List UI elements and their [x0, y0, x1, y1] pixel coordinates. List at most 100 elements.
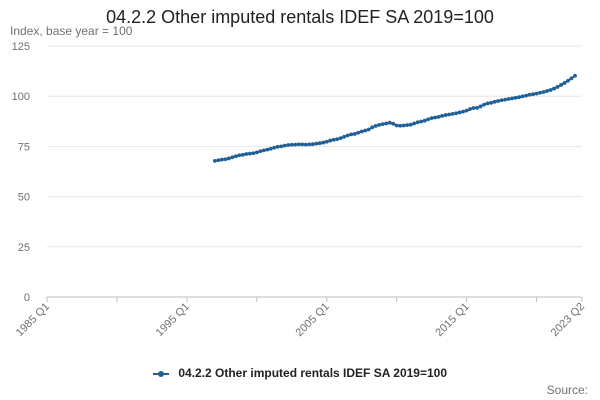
data-point [471, 106, 476, 110]
data-point [559, 83, 563, 87]
legend-swatch [152, 370, 169, 377]
x-tick-label: 2015 Q1 [433, 301, 471, 339]
data-point [503, 97, 507, 102]
data-point [401, 123, 406, 128]
data-point [464, 108, 469, 113]
data-point [310, 142, 315, 147]
data-point [349, 132, 354, 137]
data-point [573, 73, 577, 78]
data-point [555, 85, 560, 89]
data-point [527, 92, 532, 97]
data-point [489, 100, 493, 105]
data-point [230, 155, 235, 160]
data-point [412, 121, 417, 126]
data-point [275, 144, 280, 149]
data-point [289, 142, 294, 147]
data-point [468, 107, 472, 111]
data-point [492, 99, 497, 104]
data-point [475, 105, 479, 110]
data-point [328, 138, 333, 143]
x-tick-label: 2005 Q1 [294, 301, 332, 339]
data-point [408, 122, 413, 127]
data-point [366, 127, 371, 132]
data-point [394, 123, 399, 128]
data-point [447, 112, 452, 117]
data-point [335, 137, 340, 142]
data-point [272, 145, 277, 150]
data-point [524, 93, 528, 98]
data-point [331, 137, 336, 142]
data-point [482, 102, 486, 107]
data-point [233, 154, 238, 159]
data-point [398, 123, 403, 128]
data-point [541, 90, 546, 94]
data-point [226, 156, 231, 161]
data-point [293, 142, 298, 147]
data-point [216, 158, 221, 163]
data-point [538, 90, 542, 95]
data-point [258, 149, 263, 154]
data-point [296, 142, 301, 147]
data-point [436, 114, 441, 119]
data-point [457, 110, 462, 115]
data-point [324, 139, 329, 144]
data-point [520, 94, 525, 99]
y-tick-label: 0 [24, 292, 30, 304]
y-axis-label: Index, base year = 100 [10, 24, 133, 38]
data-point [265, 147, 270, 152]
data-point [461, 109, 466, 114]
legend: 04.2.2 Other imputed rentals IDEF SA 201… [0, 366, 600, 380]
data-point [237, 153, 242, 158]
data-point [321, 140, 326, 145]
data-point [223, 157, 228, 162]
data-point [282, 143, 287, 148]
data-point [517, 95, 521, 100]
data-point [531, 92, 535, 97]
data-point [454, 111, 459, 116]
data-point [240, 152, 245, 157]
data-point [440, 113, 445, 118]
data-point [566, 78, 570, 83]
y-tick-label: 25 [18, 242, 30, 254]
data-point [307, 142, 312, 147]
data-point [286, 143, 291, 147]
data-point [338, 136, 343, 141]
data-point [373, 124, 378, 128]
y-tick-label: 100 [12, 91, 30, 103]
data-point [419, 119, 424, 124]
data-point [422, 118, 427, 123]
data-point [314, 141, 319, 146]
data-point [261, 148, 266, 153]
data-point [513, 95, 518, 100]
data-point [356, 130, 361, 135]
legend-label: 04.2.2 Other imputed rentals IDEF SA 201… [178, 366, 447, 380]
y-tick-label: 125 [12, 41, 30, 53]
data-point [415, 120, 420, 125]
data-point [510, 96, 514, 101]
data-point [496, 99, 500, 103]
x-tick-label: 1985 Q1 [14, 301, 52, 339]
x-tick-label: 1995 Q1 [154, 301, 192, 339]
data-point [433, 115, 438, 120]
data-point [359, 129, 364, 134]
data-point [247, 151, 252, 156]
y-tick-label: 75 [18, 141, 30, 153]
data-point [370, 125, 375, 130]
data-point [499, 98, 504, 103]
data-point [300, 142, 305, 147]
data-point [303, 142, 308, 147]
data-point [377, 123, 382, 127]
data-point [548, 88, 553, 92]
chart-title: 04.2.2 Other imputed rentals IDEF SA 201… [106, 7, 494, 27]
data-point [450, 111, 455, 116]
data-point [363, 128, 368, 133]
data-point [251, 151, 256, 156]
source-label: Source: [546, 383, 588, 397]
data-point [317, 141, 322, 146]
data-point [485, 101, 490, 106]
data-point [562, 81, 567, 85]
data-point [219, 157, 224, 162]
data-point [345, 133, 350, 138]
data-point [478, 104, 483, 109]
